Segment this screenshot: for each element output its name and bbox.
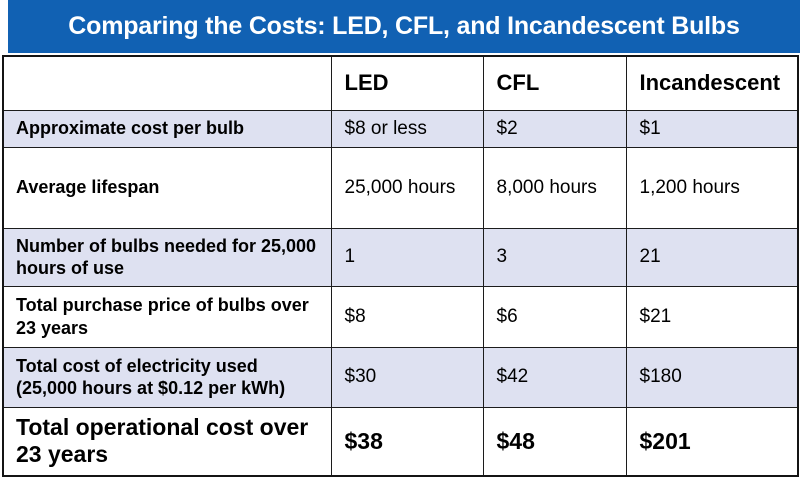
cell-value: $21	[625, 285, 799, 348]
cell-value: $2	[482, 109, 627, 148]
cell-value: 1,200 hours	[625, 146, 799, 229]
cell-value: $1	[625, 109, 799, 148]
cell-value: $201	[625, 406, 799, 477]
table-row: Number of bulbs needed for 25,000 hours …	[2, 227, 799, 287]
page-title: Comparing the Costs: LED, CFL, and Incan…	[68, 12, 740, 40]
table-row: Approximate cost per bulb $8 or less $2 $1	[2, 109, 799, 148]
cell-value: 21	[625, 227, 799, 287]
cell-value: $42	[482, 346, 627, 408]
row-label: Total purchase price of bulbs over 23 ye…	[2, 285, 332, 348]
cell-value: $8	[330, 285, 484, 348]
title-bar: Comparing the Costs: LED, CFL, and Incan…	[8, 0, 800, 53]
row-label: Approximate cost per bulb	[2, 109, 332, 148]
table-row: Total cost of electricity used (25,000 h…	[2, 346, 799, 408]
cell-value: $6	[482, 285, 627, 348]
cell-value: 3	[482, 227, 627, 287]
cell-value: $30	[330, 346, 484, 408]
cell-value: $180	[625, 346, 799, 408]
table-row: Total operational cost over 23 years $38 $…	[2, 406, 799, 477]
row-label: Number of bulbs needed for 25,000 hours …	[2, 227, 332, 287]
row-label: Average lifespan	[2, 146, 332, 229]
column-header-incandescent: Incandescent	[625, 55, 799, 111]
row-label: Total operational cost over 23 years	[2, 406, 332, 477]
column-header-cfl: CFL	[482, 55, 627, 111]
comparison-table: LED CFL Incandescent Approximate cost per …	[2, 55, 799, 477]
cell-value: 25,000 hours	[330, 146, 484, 229]
table-row: Total purchase price of bulbs over 23 ye…	[2, 285, 799, 348]
row-label: Total cost of electricity used (25,000 h…	[2, 346, 332, 408]
column-header-led: LED	[330, 55, 484, 111]
column-header-empty	[2, 55, 332, 111]
cell-value: $8 or less	[330, 109, 484, 148]
table-row: Average lifespan 25,000 hours 8,000 hours 1…	[2, 146, 799, 229]
cell-value: 8,000 hours	[482, 146, 627, 229]
cell-value: $48	[482, 406, 627, 477]
header-row: LED CFL Incandescent	[2, 55, 799, 111]
cell-value: 1	[330, 227, 484, 287]
cell-value: $38	[330, 406, 484, 477]
